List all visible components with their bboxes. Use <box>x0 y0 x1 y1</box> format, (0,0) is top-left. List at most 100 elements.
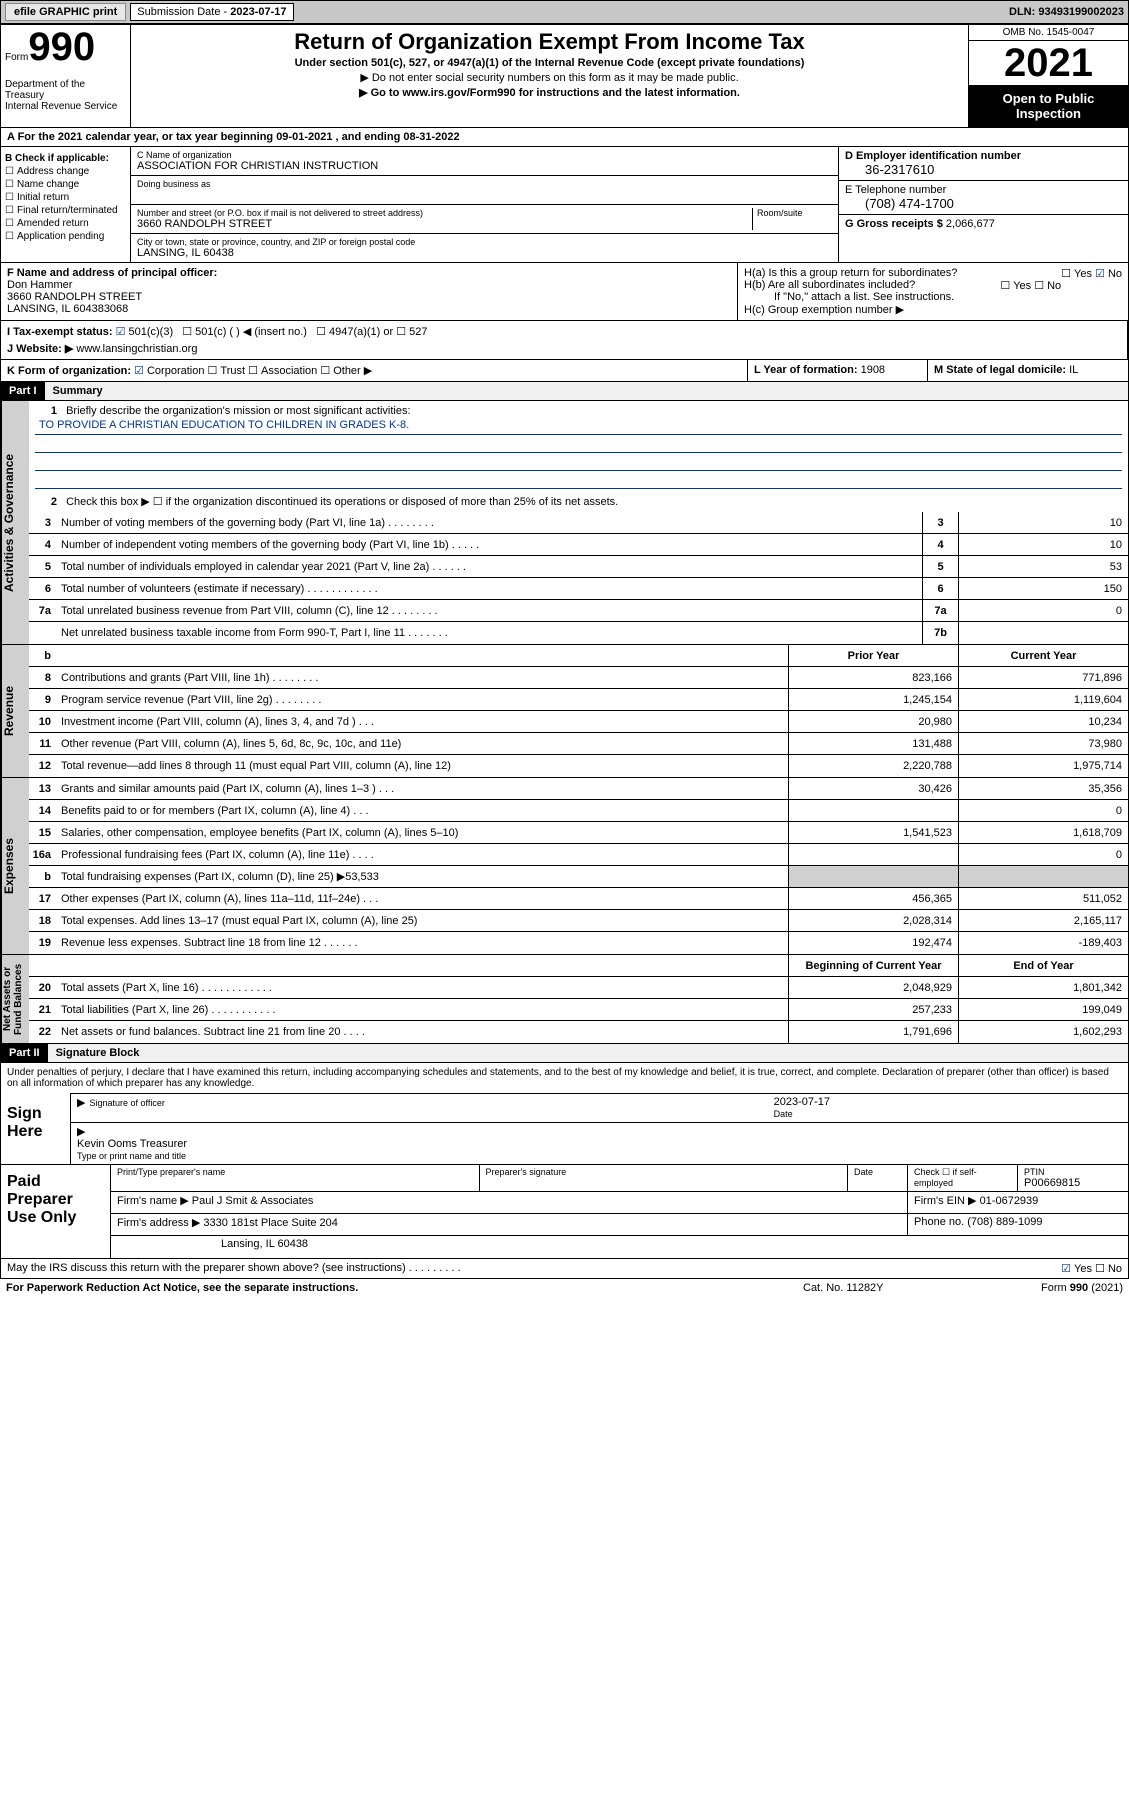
curr-val: -189,403 <box>958 932 1128 954</box>
b-marker: b <box>29 650 57 662</box>
chk-address-change[interactable]: Address change <box>5 166 126 177</box>
hb-yes[interactable]: Yes <box>1000 280 1031 292</box>
form-subtitle-2: ▶ Do not enter social security numbers o… <box>135 71 964 84</box>
website[interactable]: www.lansingchristian.org <box>76 343 197 355</box>
line-desc: Grants and similar amounts paid (Part IX… <box>57 781 788 797</box>
k-corp[interactable]: Corporation <box>134 365 204 377</box>
side-rev: Revenue <box>1 645 29 777</box>
line-num: 22 <box>29 1026 57 1038</box>
j-label: J Website: ▶ <box>7 343 73 355</box>
hc: H(c) Group exemption number ▶ <box>744 303 1122 316</box>
summary-gov: Activities & Governance 1 Briefly descri… <box>0 401 1129 645</box>
curr-val <box>958 866 1128 887</box>
line-desc: Total unrelated business revenue from Pa… <box>57 603 922 619</box>
hb-no[interactable]: No <box>1034 280 1061 292</box>
s2-n: 2 <box>35 496 63 508</box>
dln: DLN: 93493199002023 <box>1009 6 1124 18</box>
chk-app-pending[interactable]: Application pending <box>5 231 126 242</box>
line-num: 5 <box>29 561 57 573</box>
prior-val <box>788 866 958 887</box>
line-num: b <box>29 871 57 883</box>
discuss-row: May the IRS discuss this return with the… <box>0 1259 1129 1279</box>
mission-line4 <box>35 471 1122 489</box>
prior-val: 192,474 <box>788 932 958 954</box>
prior-val <box>788 844 958 865</box>
curr-val: 73,980 <box>958 733 1128 754</box>
firm-lbl: Firm's name ▶ <box>117 1195 189 1207</box>
line-desc: Revenue less expenses. Subtract line 18 … <box>57 935 788 951</box>
sig-date: 2023-07-17 <box>774 1096 1122 1108</box>
curr-val: 1,119,604 <box>958 689 1128 710</box>
dba-label: Doing business as <box>137 179 832 189</box>
chk-final-return[interactable]: Final return/terminated <box>5 205 126 216</box>
paid-preparer: Paid Preparer Use Only Print/Type prepar… <box>0 1165 1129 1259</box>
line-key: 5 <box>922 556 958 577</box>
line-num: 20 <box>29 982 57 994</box>
form-label: Form <box>5 52 28 63</box>
line-num: 15 <box>29 827 57 839</box>
i-501c[interactable]: 501(c) ( ) ◀ (insert no.) <box>182 326 307 338</box>
line-val: 10 <box>958 512 1128 533</box>
i-501c3[interactable]: 501(c)(3) <box>116 326 174 338</box>
curr-val: 1,801,342 <box>958 977 1128 998</box>
line-key: 6 <box>922 578 958 599</box>
officer-name: Don Hammer <box>7 279 731 291</box>
line-desc: Investment income (Part VIII, column (A)… <box>57 714 788 730</box>
discuss-yes[interactable]: Yes <box>1061 1263 1092 1275</box>
prior-year-h: Prior Year <box>788 645 958 666</box>
line-num: 3 <box>29 517 57 529</box>
tax-year: 2021 <box>969 41 1128 85</box>
line-desc: Total revenue—add lines 8 through 11 (mu… <box>57 758 788 774</box>
curr-val: 771,896 <box>958 667 1128 688</box>
s1-n: 1 <box>35 405 63 417</box>
discuss-no[interactable]: No <box>1095 1263 1122 1275</box>
open-inspection: Open to Public Inspection <box>969 85 1128 127</box>
line-num: 18 <box>29 915 57 927</box>
curr-val: 511,052 <box>958 888 1128 909</box>
firm-city: Lansing, IL 60438 <box>111 1236 1128 1258</box>
curr-val: 1,602,293 <box>958 1021 1128 1043</box>
chk-amended[interactable]: Amended return <box>5 218 126 229</box>
ein: 36-2317610 <box>845 162 1122 177</box>
form-subtitle-1: Under section 501(c), 527, or 4947(a)(1)… <box>135 57 964 69</box>
signature-block: Under penalties of perjury, I declare th… <box>0 1063 1129 1165</box>
line-val: 0 <box>958 600 1128 621</box>
prior-val: 2,028,314 <box>788 910 958 931</box>
prior-val: 2,048,929 <box>788 977 958 998</box>
form-subtitle-3: ▶ Go to www.irs.gov/Form990 for instruct… <box>135 86 964 99</box>
sig-name: Kevin Ooms Treasurer <box>77 1138 1122 1150</box>
i-label: I Tax-exempt status: <box>7 326 113 338</box>
g-label: G Gross receipts $ <box>845 218 943 230</box>
firm-phone: (708) 889-1099 <box>967 1216 1042 1228</box>
row-klm: K Form of organization: Corporation Trus… <box>0 360 1129 382</box>
pp-h1: Print/Type preparer's name <box>111 1165 480 1191</box>
i-4947[interactable]: 4947(a)(1) or <box>316 326 393 338</box>
pp-h3: Date <box>848 1165 908 1191</box>
k-trust[interactable]: Trust <box>208 365 246 377</box>
chk-name-change[interactable]: Name change <box>5 179 126 190</box>
k-assoc[interactable]: Association <box>248 365 317 377</box>
line-desc: Net assets or fund balances. Subtract li… <box>57 1024 788 1040</box>
i-527[interactable]: 527 <box>396 326 427 338</box>
line-desc: Total fundraising expenses (Part IX, col… <box>57 868 788 885</box>
line-desc: Number of independent voting members of … <box>57 537 922 553</box>
sig-name-lbl: Type or print name and title <box>77 1151 186 1161</box>
ha-no[interactable]: No <box>1095 268 1122 280</box>
pp-h5: PTIN <box>1024 1167 1122 1177</box>
side-exp: Expenses <box>1 778 29 954</box>
curr-val: 2,165,117 <box>958 910 1128 931</box>
begin-year-h: Beginning of Current Year <box>788 955 958 976</box>
ha-yes[interactable]: Yes <box>1061 268 1092 280</box>
k-other[interactable]: Other ▶ <box>320 365 372 377</box>
prior-val: 456,365 <box>788 888 958 909</box>
line-val: 53 <box>958 556 1128 577</box>
line-desc: Other expenses (Part IX, column (A), lin… <box>57 891 788 907</box>
chk-initial-return[interactable]: Initial return <box>5 192 126 203</box>
paperwork: For Paperwork Reduction Act Notice, see … <box>6 1282 803 1294</box>
year-formation: 1908 <box>861 364 885 376</box>
omb: OMB No. 1545-0047 <box>969 25 1128 41</box>
line-num: 16a <box>29 849 57 861</box>
prior-val: 1,541,523 <box>788 822 958 843</box>
efile-button[interactable]: efile GRAPHIC print <box>5 3 126 21</box>
footer: For Paperwork Reduction Act Notice, see … <box>0 1279 1129 1297</box>
